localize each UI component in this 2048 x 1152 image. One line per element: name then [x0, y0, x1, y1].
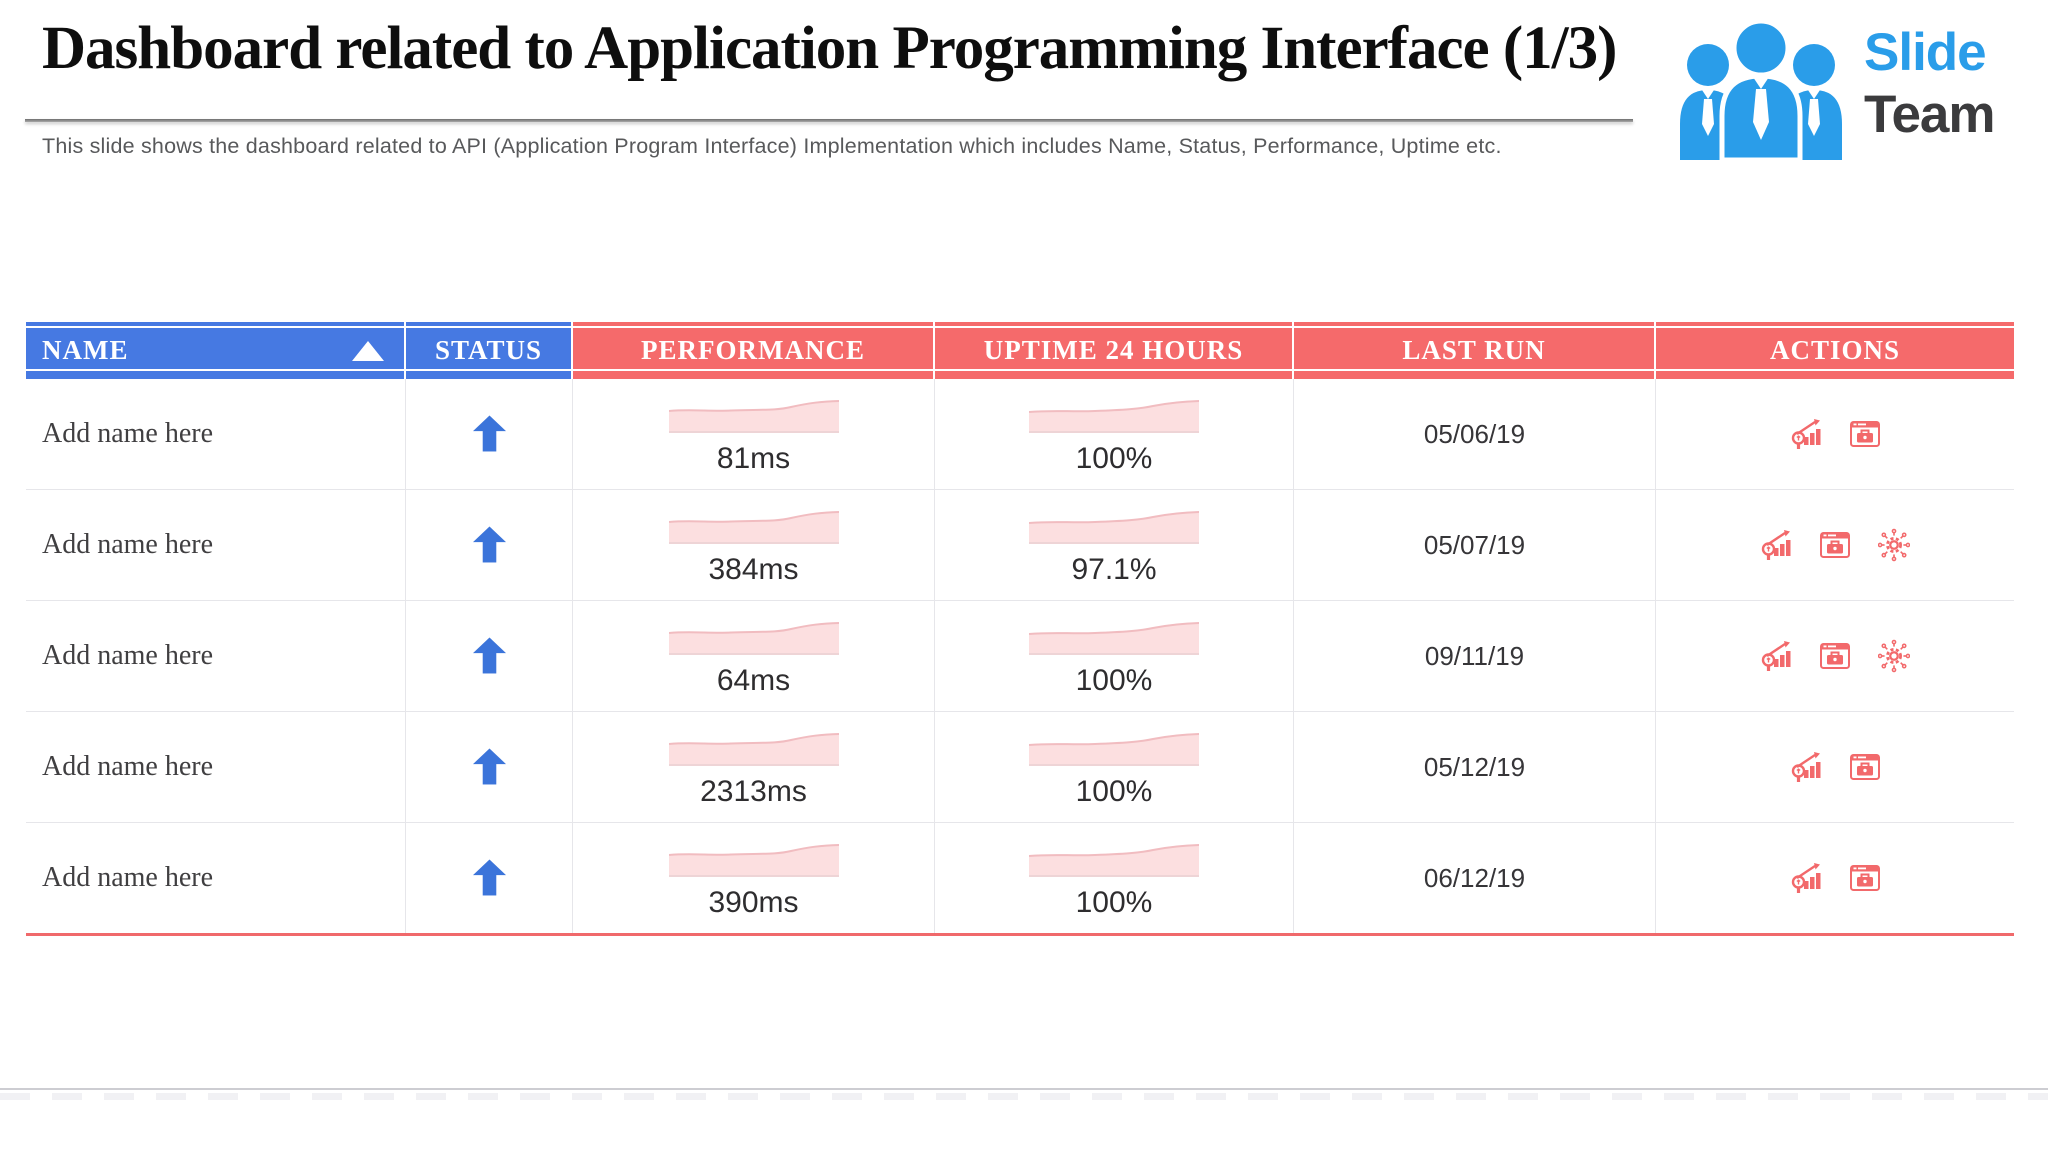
footer-dashes	[0, 1093, 2048, 1100]
name-cell: Add name here	[26, 379, 406, 489]
gear-network-icon[interactable]	[1878, 528, 1910, 562]
uptime-value: 100%	[1075, 441, 1153, 475]
performance-cell: 2313ms	[573, 712, 935, 822]
header-cell-name[interactable]: NAME	[26, 322, 406, 379]
name-cell: Add name here	[26, 712, 406, 822]
actions-cell	[1656, 379, 2014, 489]
table-bottom-line	[26, 933, 2014, 936]
uptime-value: 100%	[1075, 774, 1153, 808]
uptime-cell: 97.1%	[935, 490, 1294, 600]
actions-cell	[1656, 823, 2014, 933]
performance-cell: 64ms	[573, 601, 935, 711]
performance-sparkline	[668, 621, 839, 655]
status-cell	[406, 823, 573, 933]
last-run-cell: 05/12/19	[1294, 712, 1656, 822]
status-up-arrow-icon	[472, 415, 506, 452]
header-label-status: STATUS	[434, 335, 543, 365]
last-run-cell: 05/06/19	[1294, 379, 1656, 489]
team-people-icon	[1680, 18, 1842, 160]
last-run-cell: 06/12/19	[1294, 823, 1656, 933]
status-up-arrow-icon	[472, 637, 506, 674]
table-row: Add name here 2313ms 100% 05/12/19	[26, 712, 2014, 823]
analytics-search-icon[interactable]	[1760, 529, 1792, 561]
table-header: NAME STATUS PERFORMANCE UPTIME 24 HOURS …	[26, 322, 2014, 379]
uptime-cell: 100%	[935, 379, 1294, 489]
page-title: Dashboard related to Application Program…	[42, 15, 1617, 82]
performance-sparkline	[668, 732, 839, 766]
logo-text-slide: Slide	[1864, 23, 1987, 82]
page-subtitle: This slide shows the dashboard related t…	[42, 134, 1502, 158]
performance-value: 390ms	[708, 885, 799, 919]
header-cell-status[interactable]: STATUS	[406, 322, 573, 379]
portfolio-window-icon[interactable]	[1849, 751, 1881, 783]
performance-value: 81ms	[716, 441, 791, 475]
uptime-sparkline	[1029, 621, 1199, 655]
portfolio-window-icon[interactable]	[1849, 418, 1881, 450]
status-cell	[406, 490, 573, 600]
portfolio-window-icon[interactable]	[1849, 862, 1881, 894]
table-row: Add name here 81ms 100% 05/06/19	[26, 379, 2014, 490]
uptime-sparkline	[1029, 732, 1199, 766]
gear-network-icon[interactable]	[1878, 639, 1910, 673]
uptime-sparkline	[1029, 843, 1199, 877]
status-cell	[406, 379, 573, 489]
header-cell-last-run[interactable]: LAST RUN	[1294, 322, 1656, 379]
performance-cell: 390ms	[573, 823, 935, 933]
uptime-value: 100%	[1075, 885, 1153, 919]
performance-sparkline	[668, 510, 839, 544]
actions-cell	[1656, 712, 2014, 822]
title-divider	[25, 119, 1633, 122]
performance-value: 384ms	[708, 552, 799, 586]
uptime-cell: 100%	[935, 823, 1294, 933]
table-row: Add name here 384ms 97.1% 05/07/19	[26, 490, 2014, 601]
uptime-value: 97.1%	[1071, 552, 1157, 586]
logo-text-team: Team	[1864, 85, 1996, 144]
performance-cell: 81ms	[573, 379, 935, 489]
header-label-last-run: LAST RUN	[1402, 335, 1546, 365]
analytics-search-icon[interactable]	[1790, 418, 1822, 450]
status-up-arrow-icon	[472, 859, 506, 896]
uptime-value: 100%	[1075, 663, 1153, 697]
table-row: Add name here 64ms 100% 09/11/19	[26, 601, 2014, 712]
status-cell	[406, 712, 573, 822]
performance-cell: 384ms	[573, 490, 935, 600]
uptime-cell: 100%	[935, 712, 1294, 822]
header-label-actions: ACTIONS	[1769, 335, 1901, 365]
header-label-uptime: UPTIME 24 HOURS	[983, 335, 1244, 365]
last-run-cell: 09/11/19	[1294, 601, 1656, 711]
header-cell-uptime[interactable]: UPTIME 24 HOURS	[935, 322, 1294, 379]
name-cell: Add name here	[26, 823, 406, 933]
table-row: Add name here 390ms 100% 06/12/19	[26, 823, 2014, 933]
performance-sparkline	[668, 399, 839, 433]
status-cell	[406, 601, 573, 711]
analytics-search-icon[interactable]	[1760, 640, 1792, 672]
header-label-performance: PERFORMANCE	[641, 335, 865, 365]
last-run-cell: 05/07/19	[1294, 490, 1656, 600]
uptime-sparkline	[1029, 510, 1199, 544]
footer-divider	[0, 1088, 2048, 1090]
sort-asc-triangle-icon	[352, 341, 384, 361]
uptime-sparkline	[1029, 399, 1199, 433]
header-label-name: NAME	[42, 335, 129, 365]
api-dashboard-table: NAME STATUS PERFORMANCE UPTIME 24 HOURS …	[26, 322, 2014, 936]
status-up-arrow-icon	[472, 526, 506, 563]
performance-sparkline	[668, 843, 839, 877]
analytics-search-icon[interactable]	[1790, 862, 1822, 894]
logo-text: Slide Team	[1864, 22, 1996, 146]
actions-cell	[1656, 601, 2014, 711]
actions-cell	[1656, 490, 2014, 600]
header-cell-actions[interactable]: ACTIONS	[1656, 322, 2014, 379]
status-up-arrow-icon	[472, 748, 506, 785]
performance-value: 64ms	[716, 663, 791, 697]
portfolio-window-icon[interactable]	[1819, 529, 1851, 561]
analytics-search-icon[interactable]	[1790, 751, 1822, 783]
header-cell-performance[interactable]: PERFORMANCE	[573, 322, 935, 379]
slideteam-logo: Slide Team	[1650, 0, 2048, 172]
table-body: Add name here 81ms 100% 05/06/19	[26, 379, 2014, 933]
portfolio-window-icon[interactable]	[1819, 640, 1851, 672]
name-cell: Add name here	[26, 490, 406, 600]
name-cell: Add name here	[26, 601, 406, 711]
performance-value: 2313ms	[700, 774, 807, 808]
uptime-cell: 100%	[935, 601, 1294, 711]
